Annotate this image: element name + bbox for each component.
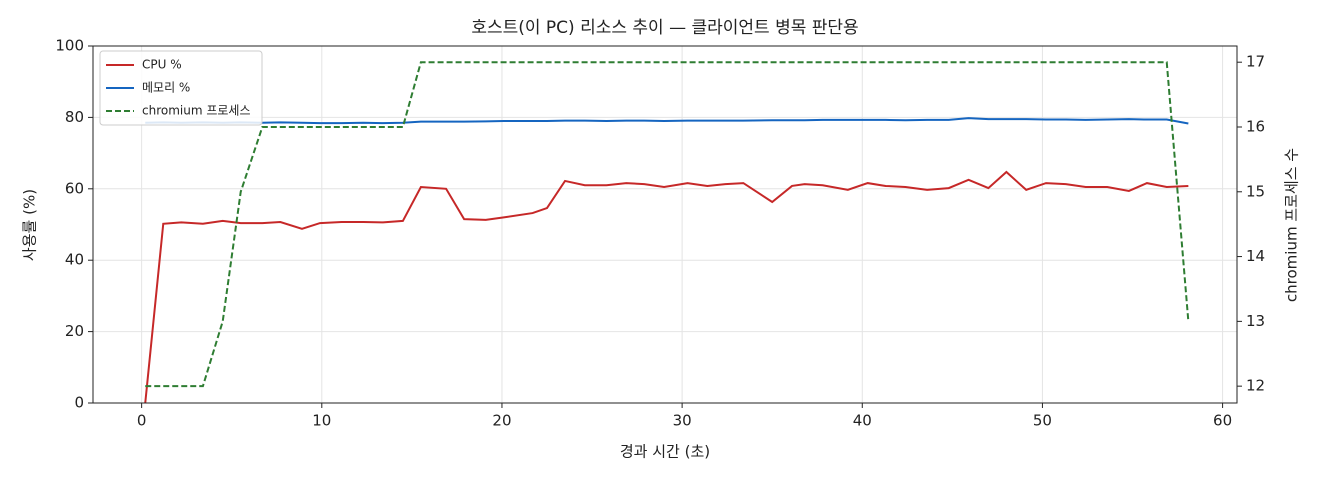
y-tick-label: 60 [65, 179, 84, 197]
y2-tick-label: 15 [1246, 182, 1265, 200]
y2-tick-label: 17 [1246, 53, 1265, 71]
x-tick-label: 20 [492, 412, 511, 430]
series-line [145, 117, 1189, 125]
y2-axis-label: chromium 프로세스 수 [1283, 148, 1301, 302]
y-tick-label: 100 [55, 37, 84, 55]
x-tick-label: 30 [673, 412, 692, 430]
y-tick-label: 0 [74, 394, 84, 412]
legend-label: 메모리 % [142, 81, 190, 95]
y-axis-label: 사용률 (%) [21, 189, 39, 261]
series-line [144, 170, 1189, 404]
legend-label: chromium 프로세스 [142, 104, 251, 118]
legend-box [99, 50, 263, 126]
y2-tick-label: 16 [1246, 117, 1265, 135]
y-tick-label: 80 [65, 108, 84, 126]
y2-tick-label: 14 [1246, 247, 1265, 265]
y-tick-label: 40 [65, 251, 84, 269]
legend-label: CPU % [142, 58, 182, 72]
y2-tick-label: 13 [1246, 312, 1265, 330]
legend: CPU % 메모리 % chromium 프로세스 [99, 50, 263, 126]
x-tick-label: 50 [1033, 412, 1052, 430]
x-tick-label: 0 [137, 412, 147, 430]
x-axis-label: 경과 시간 (초) [620, 443, 710, 461]
plot-frame [92, 45, 1238, 404]
x-tick-label: 10 [312, 412, 331, 430]
y-tick-label: 20 [65, 322, 84, 340]
y2-tick-label: 12 [1246, 377, 1265, 395]
x-tick-label: 40 [853, 412, 872, 430]
series-line [145, 61, 1190, 388]
x-tick-label: 60 [1213, 412, 1232, 430]
chart-title: 호스트(이 PC) 리소스 추이 — 클라이언트 병목 판단용 [471, 18, 858, 38]
